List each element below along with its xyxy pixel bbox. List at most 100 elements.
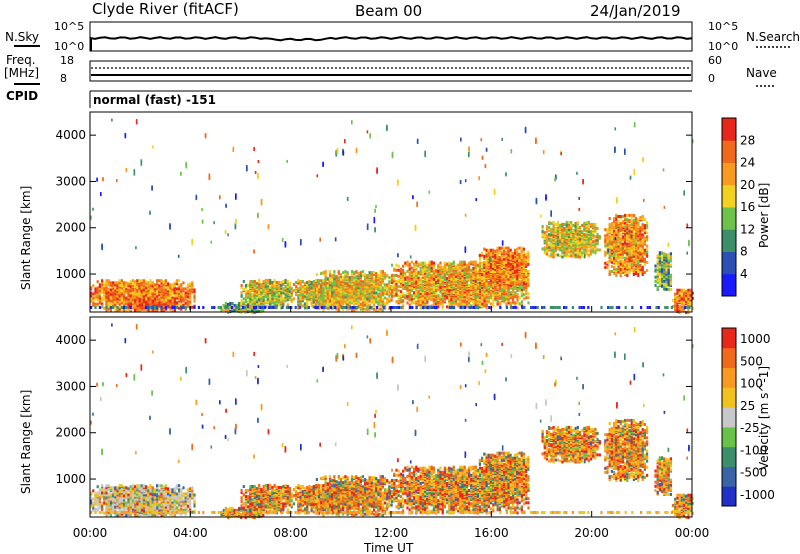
power-cell [483, 268, 486, 271]
power-cell [406, 260, 409, 264]
power-cell [101, 296, 104, 300]
power-cell [140, 279, 143, 283]
power-cell [118, 294, 121, 298]
power-cell [408, 298, 411, 302]
power-cell [342, 307, 345, 311]
power-cell [320, 296, 323, 300]
power-cell [474, 298, 477, 302]
power-cell [487, 270, 490, 274]
power-cell [483, 292, 486, 296]
power-cell [361, 285, 365, 289]
power-cell [191, 287, 194, 291]
power-cell [131, 306, 134, 310]
power-cell [572, 237, 575, 241]
power-cell [437, 266, 440, 270]
power-cell [379, 307, 382, 311]
power-cell [178, 303, 181, 307]
power-cell [379, 280, 382, 284]
power-cell [282, 282, 285, 285]
power-cell [424, 287, 427, 291]
power-cell [503, 295, 506, 299]
power-cell [432, 297, 435, 301]
power-cell [280, 304, 283, 308]
power-cell [481, 251, 484, 255]
power-cell [527, 301, 530, 305]
power-cell [96, 280, 99, 284]
power-cell [410, 301, 413, 305]
power-cell [397, 294, 400, 298]
power-cell [476, 269, 479, 273]
power-cell [406, 301, 409, 305]
power-cell [487, 287, 490, 291]
power-cell [518, 296, 521, 300]
power-cell [320, 279, 323, 283]
power-cell [142, 279, 145, 283]
power-cell [574, 243, 577, 247]
power-cell [357, 282, 360, 286]
power-cell [156, 301, 159, 305]
power-cell [390, 292, 393, 296]
power-cell [435, 268, 438, 272]
power-cell [470, 291, 473, 295]
power-cell [461, 278, 464, 282]
power-cell [348, 280, 351, 284]
power-cell [315, 284, 318, 288]
power-cell [520, 288, 523, 292]
power-cell [169, 288, 172, 292]
power-cell [522, 253, 525, 257]
power-cell [310, 298, 313, 302]
power-cell [408, 264, 411, 268]
power-cell [180, 283, 183, 287]
power-cell [487, 267, 490, 270]
power-cell [435, 302, 438, 306]
power-cell [457, 302, 460, 306]
power-cell [465, 263, 468, 267]
power-cell [474, 265, 477, 269]
power-cell [498, 270, 501, 274]
power-cell [114, 286, 117, 290]
power-cell [419, 266, 422, 270]
power-cell [415, 288, 418, 292]
power-cell [527, 270, 530, 274]
power-cell [399, 284, 402, 287]
power-cell [280, 294, 283, 298]
power-cell [500, 270, 503, 274]
power-cell [518, 263, 521, 267]
power-cell [375, 275, 378, 279]
power-cell [269, 281, 272, 284]
power-cell [435, 295, 438, 299]
power-cell [264, 285, 267, 289]
power-cell [158, 298, 161, 302]
power-cell [162, 280, 165, 284]
power-cell [520, 304, 523, 308]
power-cell [413, 282, 416, 285]
power-cell [391, 286, 394, 290]
power-cell [468, 296, 471, 300]
power-cell [386, 283, 389, 287]
power-cell [567, 235, 571, 239]
power-cell [459, 295, 462, 299]
power-cell [399, 271, 402, 275]
power-cell [454, 293, 457, 297]
power-cell [541, 232, 544, 236]
power-cell [348, 298, 351, 302]
power-cell [395, 293, 398, 297]
power-cell [120, 291, 123, 295]
power-cell [275, 281, 278, 284]
power-cell [518, 252, 521, 256]
power-cell [514, 278, 517, 282]
power-cell [421, 283, 424, 286]
power-cell [404, 294, 407, 298]
power-cell [308, 283, 311, 286]
power-cell [419, 280, 422, 283]
power-cell [257, 309, 260, 312]
power-cell [310, 286, 313, 290]
power-cell [224, 301, 227, 305]
power-cell [415, 290, 418, 294]
power-cell [269, 302, 272, 306]
power-cell [235, 308, 238, 311]
power-cell [525, 271, 528, 275]
power-cell [138, 308, 141, 312]
power-cell [94, 287, 97, 291]
power-cell [457, 304, 460, 308]
